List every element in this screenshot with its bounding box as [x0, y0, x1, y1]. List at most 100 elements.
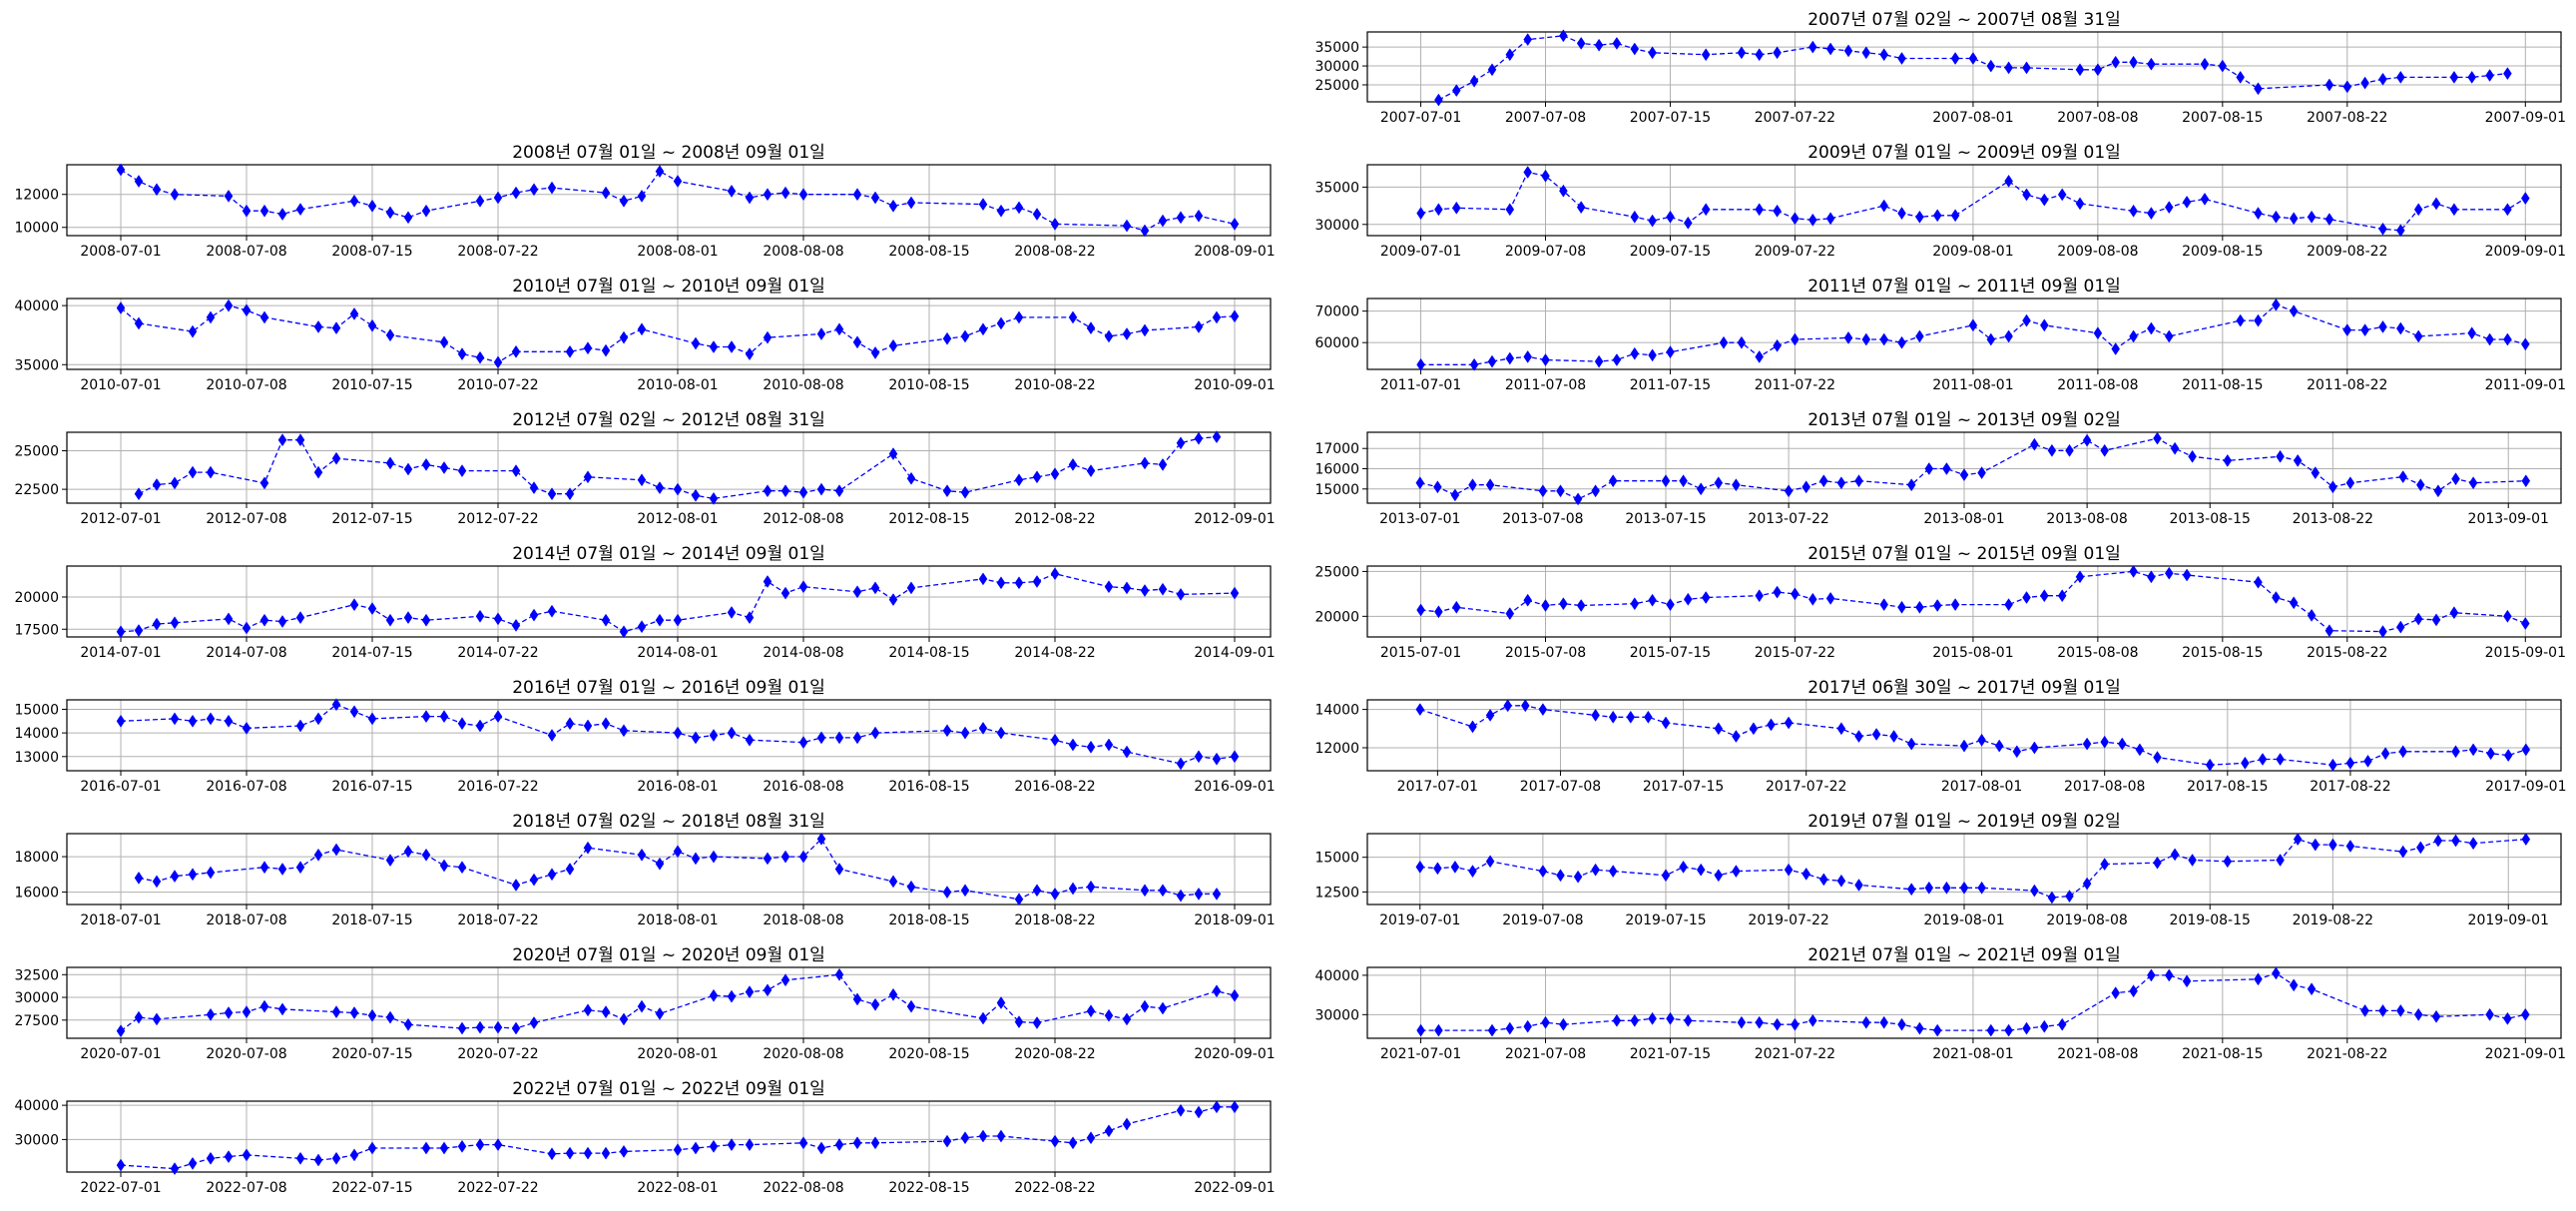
data-point-marker	[996, 1129, 1006, 1143]
chart-panel: 2019년 07월 01일 ~ 2019년 09월 02일 2019-07-01 2…	[1314, 812, 2562, 928]
data-point-marker	[2395, 224, 2405, 238]
x-tick-label: 2007-07-01	[1380, 110, 1461, 126]
data-point-marker	[331, 451, 341, 465]
data-point-marker	[1791, 332, 1800, 346]
data-point-marker	[152, 617, 162, 631]
data-point-marker	[1594, 354, 1604, 368]
data-point-marker	[673, 613, 683, 627]
data-point-marker	[888, 875, 898, 889]
data-point-marker	[709, 988, 719, 1002]
data-point-marker	[583, 841, 593, 855]
data-point-marker	[2164, 566, 2174, 580]
data-point-marker	[1737, 335, 1747, 349]
x-tick-label: 2022-07-22	[457, 1180, 538, 1196]
x-tick-label: 2012-08-01	[637, 511, 718, 527]
x-tick-label: 2008-09-01	[1194, 244, 1275, 260]
data-point-marker	[259, 476, 269, 490]
x-tick-label: 2007-08-22	[2307, 110, 2387, 126]
data-point-marker	[870, 581, 880, 595]
axes-frame	[1366, 966, 2562, 1039]
data-point-marker	[2328, 480, 2337, 494]
x-tick-label: 2010-07-01	[80, 377, 161, 393]
data-point-marker	[1158, 1001, 1168, 1015]
chart-title: 2011년 07월 01일 ~ 2011년 09월 01일	[1807, 277, 2121, 297]
data-point-marker	[978, 572, 988, 586]
data-point-marker	[2012, 745, 2022, 759]
data-point-marker	[1469, 74, 1479, 88]
chart-panel: 2017년 06월 30일 ~ 2017년 09월 01일 2017-07-01 2…	[1314, 678, 2566, 795]
axes-frame	[66, 966, 1272, 1039]
x-tick-label: 2015-07-22	[1755, 645, 1835, 661]
data-point-marker	[960, 1131, 970, 1145]
data-point-marker	[1468, 720, 1477, 734]
data-point-marker	[2360, 323, 2369, 337]
chart-panel: 2014년 07월 01일 ~ 2014년 09월 01일 2014-07-01 2…	[14, 544, 1275, 661]
data-point-marker	[1212, 310, 1222, 324]
data-point-marker	[673, 175, 683, 188]
x-tick-label: 2013-07-22	[1748, 511, 1828, 527]
x-tick-label: 2020-08-01	[637, 1046, 718, 1062]
data-point-marker	[1503, 699, 1513, 713]
x-tick-label: 2014-08-15	[888, 645, 969, 661]
data-point-marker	[403, 611, 413, 625]
data-point-marker	[780, 586, 790, 600]
data-point-marker	[1986, 332, 1996, 346]
data-point-marker	[1648, 348, 1657, 362]
y-tick-label: 14000	[1314, 703, 1359, 719]
chart-title: 2007년 07월 02일 ~ 2007년 08월 31일	[1807, 10, 2121, 30]
data-point-marker	[2022, 313, 2031, 327]
data-point-marker	[2395, 620, 2405, 634]
data-point-marker	[834, 484, 844, 498]
data-point-marker	[2147, 57, 2156, 71]
data-point-marker	[2258, 753, 2268, 766]
data-point-marker	[1538, 703, 1548, 717]
data-point-marker	[259, 613, 269, 627]
data-point-marker	[1068, 738, 1078, 752]
data-point-marker	[1773, 338, 1782, 352]
x-tick-label: 2009-08-01	[1932, 244, 2013, 260]
data-point-marker	[1767, 718, 1776, 732]
data-point-marker	[691, 336, 701, 350]
data-point-marker	[2030, 884, 2039, 898]
data-point-marker	[2254, 575, 2263, 589]
data-point-marker	[2030, 437, 2039, 451]
y-tick-label: 17500	[14, 622, 59, 638]
data-point-marker	[439, 1141, 449, 1155]
data-point-marker	[2433, 484, 2443, 498]
data-point-marker	[1050, 567, 1060, 581]
data-point-marker	[277, 433, 287, 447]
chart-title: 2008년 07월 01일 ~ 2008년 09월 01일	[512, 143, 825, 163]
data-point-marker	[1559, 597, 1568, 611]
x-tick-label: 2012-08-22	[1014, 511, 1095, 527]
data-point-marker	[2111, 342, 2121, 355]
x-tick-label: 2010-09-01	[1194, 377, 1275, 393]
x-tick-label: 2017-07-01	[1397, 779, 1478, 795]
data-point-marker	[1576, 36, 1586, 50]
data-point-marker	[619, 625, 629, 639]
data-point-marker	[2378, 319, 2387, 333]
series-line	[1419, 705, 2527, 766]
y-tick-label: 30000	[1314, 59, 1359, 75]
x-tick-label: 2014-07-22	[457, 645, 538, 661]
data-point-marker	[1701, 591, 1711, 604]
data-point-marker	[349, 1006, 359, 1019]
data-point-marker	[1122, 327, 1132, 340]
data-point-marker	[403, 211, 413, 225]
data-point-marker	[870, 1136, 880, 1150]
data-point-marker	[1176, 757, 1186, 771]
data-point-marker	[421, 848, 431, 862]
x-tick-label: 2016-08-22	[1014, 779, 1095, 795]
data-point-marker	[673, 845, 683, 859]
data-point-marker	[2468, 476, 2478, 490]
data-point-marker	[1230, 309, 1240, 323]
data-point-marker	[1807, 592, 1817, 606]
data-point-marker	[583, 341, 593, 355]
x-tick-label: 2020-07-15	[331, 1046, 412, 1062]
x-tick-label: 2011-07-08	[1505, 377, 1586, 393]
x-tick-label: 2015-08-22	[2307, 645, 2387, 661]
data-point-marker	[655, 165, 665, 179]
data-point-marker	[709, 850, 719, 864]
x-tick-label: 2017-08-15	[2187, 779, 2268, 795]
data-point-marker	[331, 1005, 341, 1019]
data-point-marker	[188, 868, 198, 882]
